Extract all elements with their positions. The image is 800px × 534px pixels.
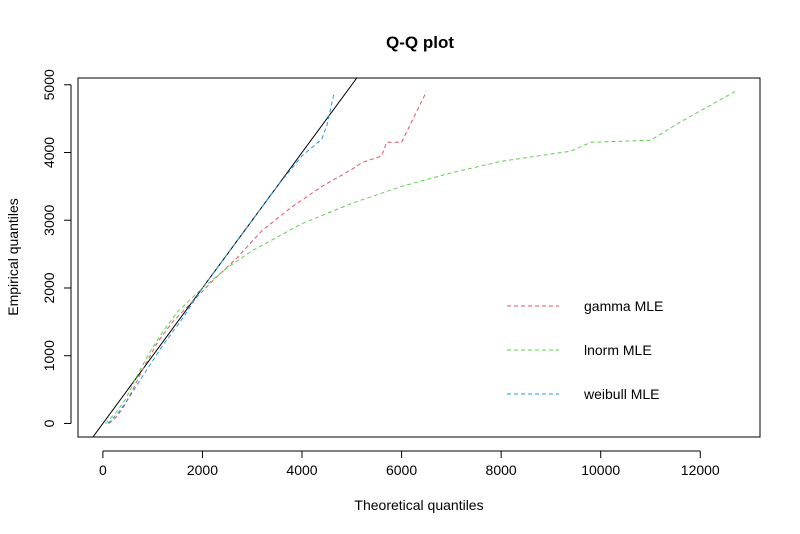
x-tick-label: 8000 — [486, 462, 517, 478]
x-tick-label: 12000 — [681, 462, 720, 478]
series-line-weibull-mle — [107, 91, 335, 424]
series-line-lnorm-mle — [105, 91, 736, 424]
chart-title: Q-Q plot — [386, 33, 454, 52]
y-axis-label: Empirical quantiles — [5, 198, 21, 316]
x-axis-label: Theoretical quantiles — [354, 497, 483, 513]
y-tick-label: 0 — [41, 419, 57, 427]
series-line-gamma-mle — [108, 91, 427, 424]
y-tick-label: 2000 — [41, 272, 57, 303]
y-tick-label: 3000 — [41, 204, 57, 235]
legend-label-weibull-mle: weibull MLE — [583, 386, 659, 402]
y-tick-label: 4000 — [41, 137, 57, 168]
x-tick-label: 6000 — [386, 462, 417, 478]
y-tick-label: 1000 — [41, 340, 57, 371]
x-tick-label: 10000 — [581, 462, 620, 478]
legend: gamma MLE lnorm MLE weibull MLE — [507, 298, 663, 402]
x-tick-label: 4000 — [286, 462, 317, 478]
legend-label-lnorm-mle: lnorm MLE — [584, 342, 652, 358]
legend-label-gamma-mle: gamma MLE — [584, 298, 663, 314]
y-axis: 0 1000 2000 3000 4000 5000 — [41, 69, 72, 427]
x-tick-label: 0 — [99, 462, 107, 478]
y-tick-label: 5000 — [41, 69, 57, 100]
x-tick-label: 2000 — [187, 462, 218, 478]
series-group — [105, 91, 736, 424]
x-axis: 0 2000 4000 6000 8000 10000 12000 — [99, 450, 720, 478]
plot-frame — [77, 77, 761, 438]
